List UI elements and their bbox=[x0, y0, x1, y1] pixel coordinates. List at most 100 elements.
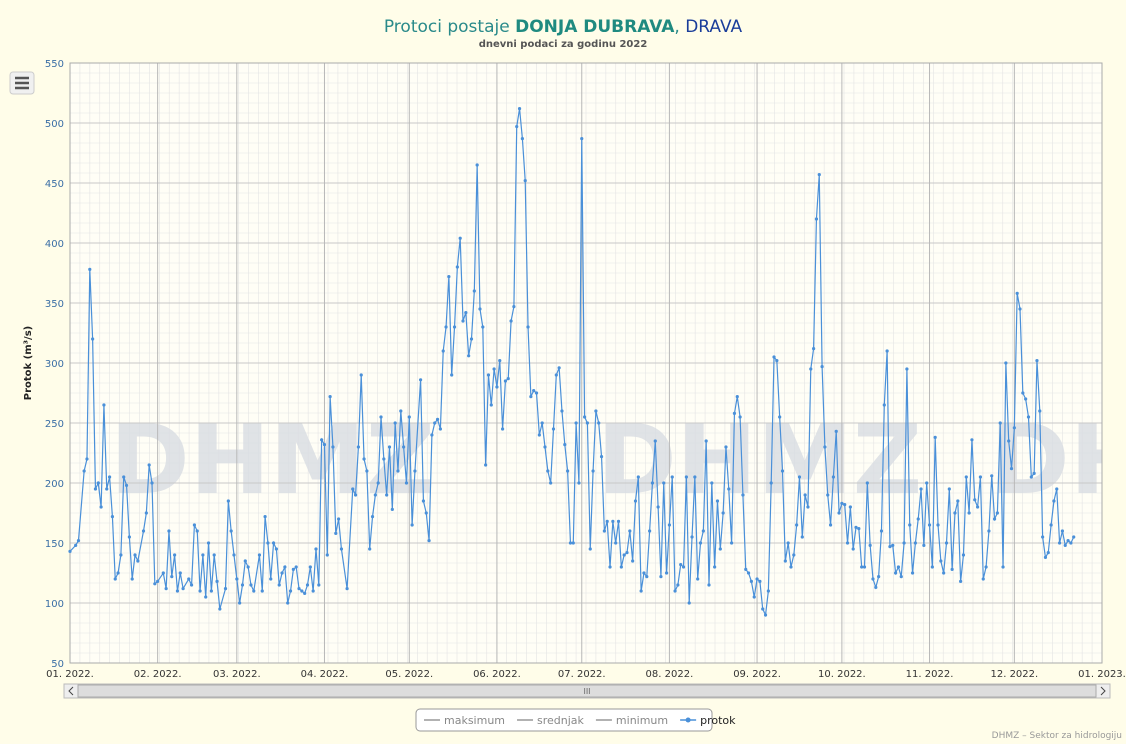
data-point bbox=[317, 583, 320, 586]
data-point bbox=[526, 325, 529, 328]
data-point bbox=[495, 385, 498, 388]
data-point bbox=[911, 571, 914, 574]
data-point bbox=[190, 583, 193, 586]
data-point bbox=[515, 125, 518, 128]
data-point bbox=[594, 409, 597, 412]
data-point bbox=[738, 415, 741, 418]
data-point bbox=[970, 438, 973, 441]
data-point bbox=[634, 499, 637, 502]
data-point bbox=[1050, 523, 1053, 526]
data-point bbox=[747, 571, 750, 574]
legend-label: minimum bbox=[616, 714, 668, 727]
data-point bbox=[312, 589, 315, 592]
data-point bbox=[871, 577, 874, 580]
data-point bbox=[648, 529, 651, 532]
data-point bbox=[968, 511, 971, 514]
data-point bbox=[207, 541, 210, 544]
title-part: DRAVA bbox=[685, 17, 742, 37]
data-point bbox=[204, 595, 207, 598]
x-tick-label: 03. 2022. bbox=[213, 669, 261, 680]
data-point bbox=[908, 523, 911, 526]
menu-button[interactable] bbox=[10, 72, 34, 94]
data-point bbox=[922, 544, 925, 547]
data-point bbox=[902, 541, 905, 544]
data-point bbox=[541, 421, 544, 424]
data-point bbox=[566, 469, 569, 472]
data-point bbox=[232, 553, 235, 556]
data-point bbox=[820, 365, 823, 368]
data-point bbox=[733, 412, 736, 415]
data-point bbox=[948, 487, 951, 490]
data-point bbox=[1035, 359, 1038, 362]
data-point bbox=[473, 289, 476, 292]
data-point bbox=[702, 529, 705, 532]
data-point bbox=[642, 571, 645, 574]
data-point bbox=[91, 337, 94, 340]
data-point bbox=[326, 553, 329, 556]
data-point bbox=[444, 325, 447, 328]
data-point bbox=[798, 475, 801, 478]
data-point bbox=[668, 523, 671, 526]
data-point bbox=[136, 559, 139, 562]
data-point bbox=[286, 601, 289, 604]
title-part: DONJA DUBRAVA bbox=[515, 17, 675, 37]
data-point bbox=[247, 565, 250, 568]
data-point bbox=[1055, 487, 1058, 490]
data-point bbox=[507, 377, 510, 380]
data-point bbox=[625, 551, 628, 554]
data-point bbox=[162, 571, 165, 574]
scrollbar[interactable]: III bbox=[64, 684, 1110, 698]
data-point bbox=[600, 455, 603, 458]
data-point bbox=[936, 523, 939, 526]
data-point bbox=[334, 532, 337, 535]
data-point bbox=[320, 438, 323, 441]
data-point bbox=[368, 547, 371, 550]
data-point bbox=[854, 526, 857, 529]
data-point bbox=[750, 580, 753, 583]
data-point bbox=[736, 395, 739, 398]
data-point bbox=[68, 550, 71, 553]
data-point bbox=[261, 589, 264, 592]
x-tick-label: 11. 2022. bbox=[906, 669, 954, 680]
data-point bbox=[385, 493, 388, 496]
data-point bbox=[939, 559, 942, 562]
data-point bbox=[767, 589, 770, 592]
data-point bbox=[464, 311, 467, 314]
data-point bbox=[218, 607, 221, 610]
data-point bbox=[628, 529, 631, 532]
data-point bbox=[846, 541, 849, 544]
y-tick-label: 450 bbox=[45, 179, 64, 190]
y-tick-label: 350 bbox=[45, 299, 64, 310]
data-point bbox=[484, 463, 487, 466]
data-point bbox=[640, 589, 643, 592]
data-point bbox=[812, 347, 815, 350]
data-point bbox=[306, 583, 309, 586]
data-point bbox=[111, 515, 114, 518]
x-tick-label: 01. 2023. bbox=[1078, 669, 1126, 680]
data-point bbox=[589, 547, 592, 550]
data-point bbox=[917, 517, 920, 520]
credit: DHMZ – Sektor za hidrologiju bbox=[992, 731, 1122, 740]
data-point bbox=[919, 487, 922, 490]
y-tick-label: 200 bbox=[45, 479, 64, 490]
data-point bbox=[74, 544, 77, 547]
data-point bbox=[575, 421, 578, 424]
data-point bbox=[951, 568, 954, 571]
data-point bbox=[1016, 292, 1019, 295]
data-point bbox=[181, 587, 184, 590]
y-tick-label: 150 bbox=[45, 539, 64, 550]
data-point bbox=[654, 439, 657, 442]
x-tick-label: 06. 2022. bbox=[473, 669, 521, 680]
data-point bbox=[272, 541, 275, 544]
data-point bbox=[569, 541, 572, 544]
data-point bbox=[741, 493, 744, 496]
data-point bbox=[1027, 415, 1030, 418]
data-point bbox=[521, 137, 524, 140]
data-point bbox=[405, 481, 408, 484]
data-point bbox=[439, 427, 442, 430]
data-point bbox=[558, 366, 561, 369]
data-point bbox=[620, 565, 623, 568]
data-point bbox=[886, 349, 889, 352]
data-point bbox=[235, 577, 238, 580]
data-point bbox=[956, 499, 959, 502]
